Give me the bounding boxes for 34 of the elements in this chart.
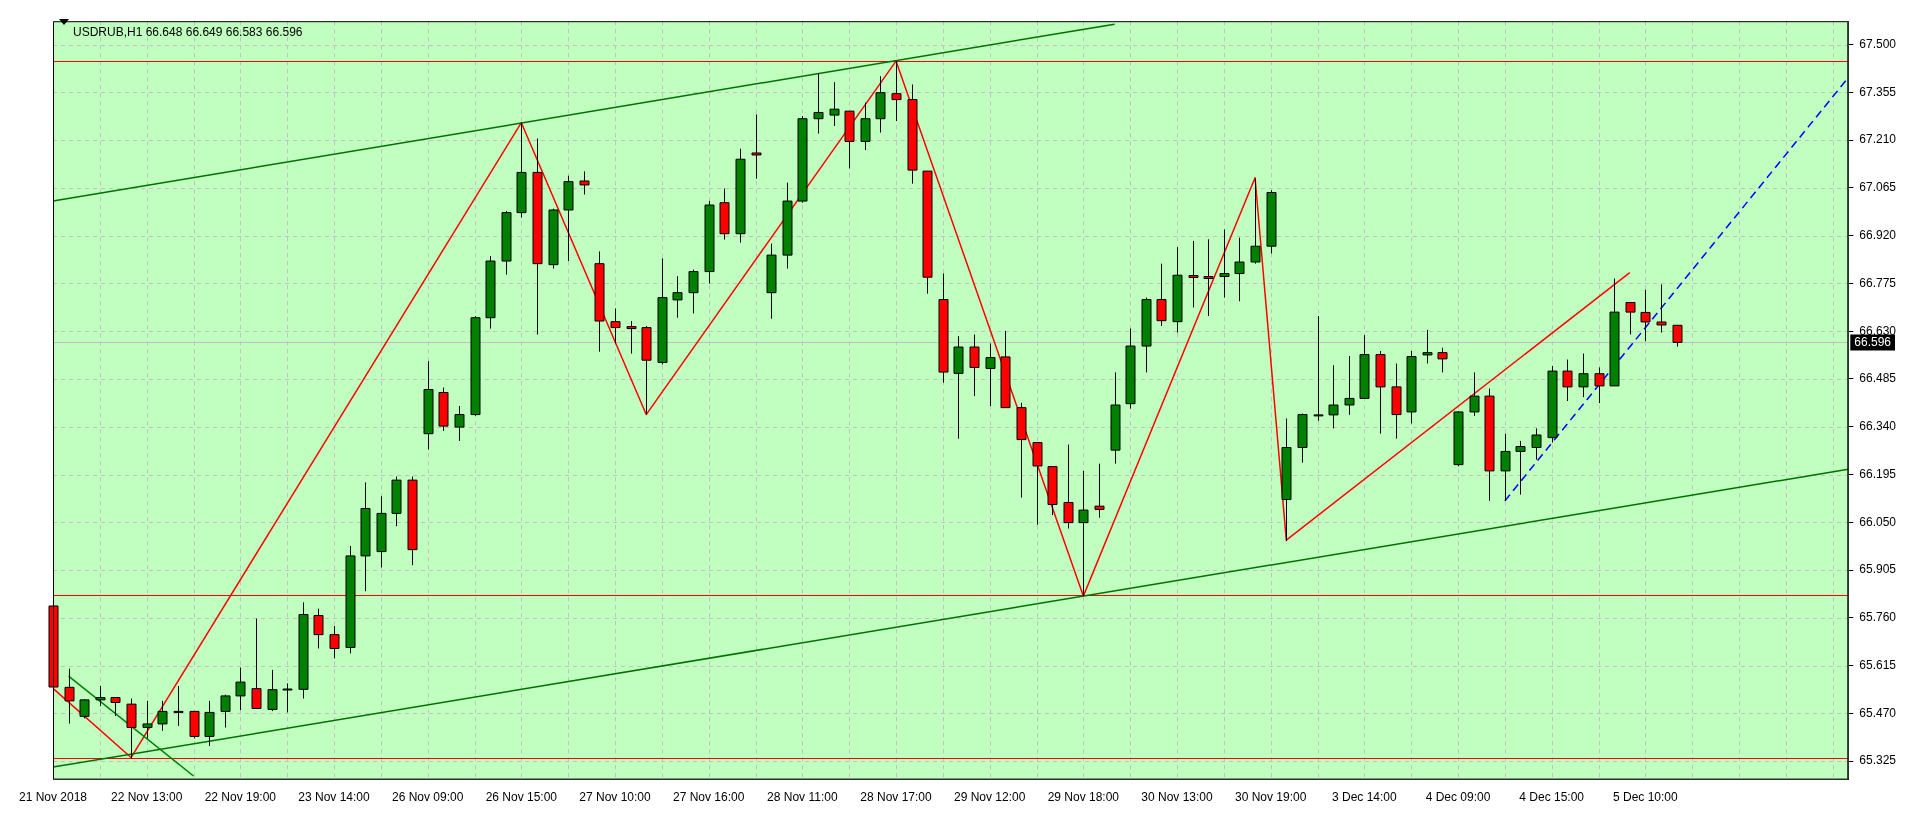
y-tick-label: 65.905 — [1859, 562, 1897, 577]
x-tick-label: 4 Dec 15:00 — [1519, 790, 1585, 805]
x-tick-label: 26 Nov 09:00 — [391, 790, 464, 805]
x-tick-label: 30 Nov 13:00 — [1141, 790, 1214, 805]
y-tick-label: 65.325 — [1859, 753, 1897, 768]
x-tick-label: 28 Nov 17:00 — [860, 790, 933, 805]
y-tick-label: 66.195 — [1859, 466, 1897, 481]
y-tick-label: 67.065 — [1859, 180, 1897, 195]
x-tick-label: 26 Nov 15:00 — [485, 790, 558, 805]
x-tick-label: 28 Nov 11:00 — [767, 790, 838, 805]
x-tick-label: 29 Nov 12:00 — [953, 790, 1026, 805]
y-tick-label: 67.210 — [1859, 132, 1897, 147]
y-tick-label: 65.470 — [1859, 705, 1897, 720]
y-tick-label: 67.500 — [1859, 36, 1897, 51]
x-tick-label: 23 Nov 14:00 — [298, 790, 371, 805]
x-tick-label: 21 Nov 2018 — [18, 790, 88, 805]
y-tick-label: 66.920 — [1859, 227, 1897, 242]
y-tick-label: 65.760 — [1859, 610, 1897, 625]
x-tick-label: 30 Nov 19:00 — [1234, 790, 1307, 805]
y-tick-label: 66.485 — [1859, 371, 1897, 386]
y-tick-label: 67.355 — [1859, 84, 1897, 99]
x-tick-label: 4 Dec 09:00 — [1425, 790, 1491, 805]
x-tick-label: 5 Dec 10:00 — [1612, 790, 1679, 805]
y-tick-label: 65.615 — [1859, 657, 1897, 672]
y-tick-label: 66.050 — [1859, 514, 1897, 529]
x-tick-label: 22 Nov 13:00 — [110, 790, 183, 805]
x-tick-label: 27 Nov 16:00 — [672, 790, 745, 805]
x-tick-label: 22 Nov 19:00 — [204, 790, 277, 805]
x-tick-label: 29 Nov 18:00 — [1047, 790, 1120, 805]
x-tick-label: 27 Nov 10:00 — [579, 790, 652, 805]
y-tick-label: 66.340 — [1859, 419, 1897, 434]
x-tick-label: 3 Dec 14:00 — [1331, 790, 1398, 805]
y-tick-label: 66.775 — [1859, 275, 1897, 290]
chart-title: USDRUB,H1 66.648 66.649 66.583 66.596 — [73, 24, 303, 39]
